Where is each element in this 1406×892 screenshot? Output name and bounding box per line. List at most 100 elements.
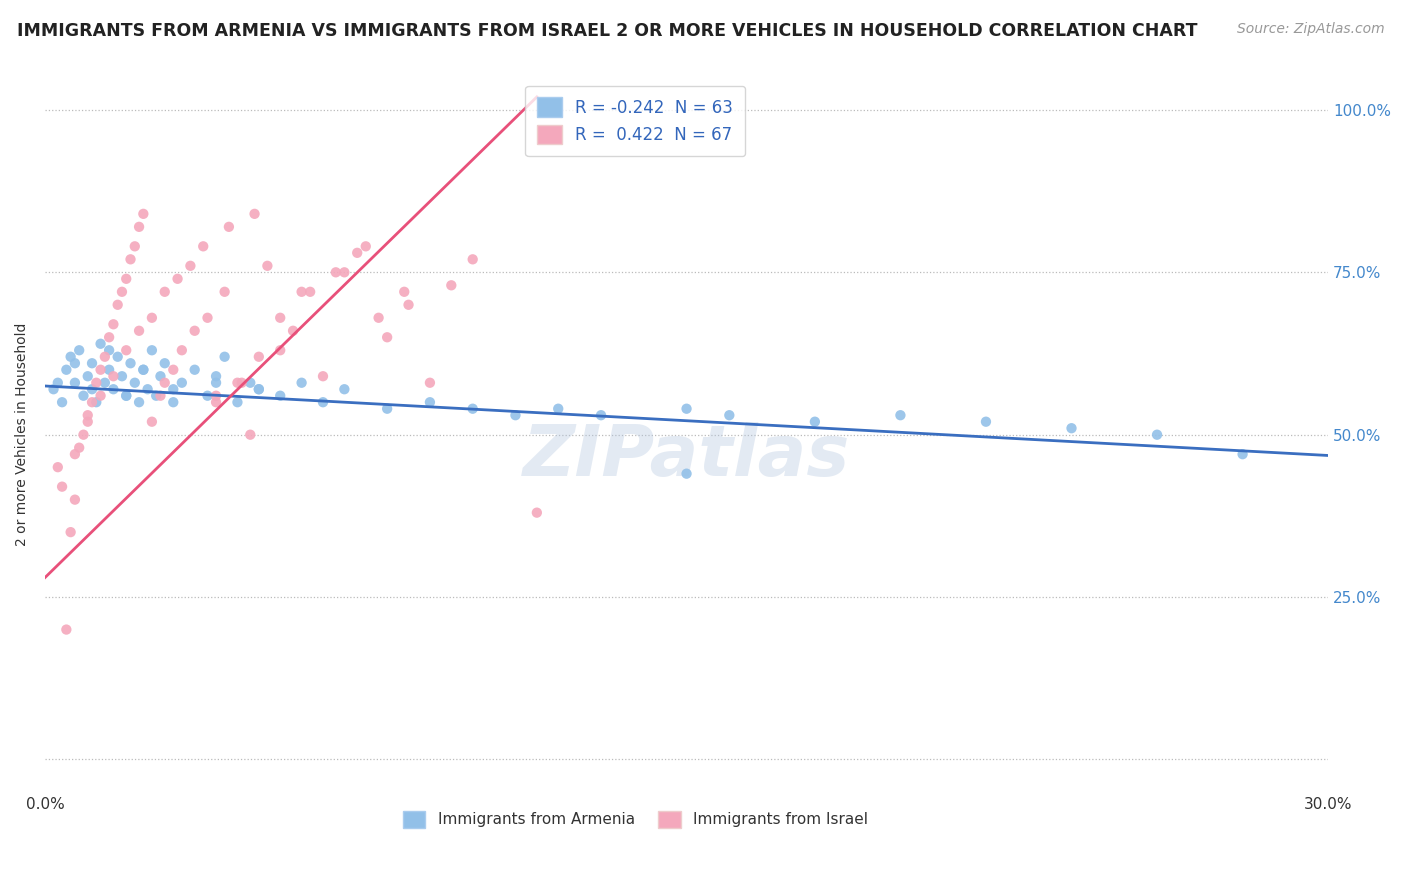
- Point: [239, 427, 262, 442]
- Point: [111, 285, 134, 299]
- Point: [72, 389, 94, 403]
- Point: [197, 310, 219, 325]
- Point: [103, 382, 125, 396]
- Point: [120, 356, 142, 370]
- Point: [162, 382, 184, 396]
- Point: [153, 285, 176, 299]
- Point: [128, 324, 150, 338]
- Point: [398, 298, 420, 312]
- Point: [226, 395, 249, 409]
- Point: [346, 245, 368, 260]
- Point: [111, 369, 134, 384]
- Point: [312, 395, 335, 409]
- Point: [205, 389, 228, 403]
- Point: [394, 285, 416, 299]
- Point: [247, 382, 270, 396]
- Point: [162, 395, 184, 409]
- Point: [90, 336, 112, 351]
- Point: [461, 252, 484, 267]
- Point: [675, 467, 697, 481]
- Point: [46, 376, 69, 390]
- Point: [132, 363, 155, 377]
- Point: [193, 239, 215, 253]
- Point: [243, 207, 266, 221]
- Point: [63, 492, 86, 507]
- Point: [149, 369, 172, 384]
- Point: [247, 350, 270, 364]
- Point: [974, 415, 997, 429]
- Point: [226, 376, 249, 390]
- Point: [269, 389, 291, 403]
- Point: [675, 401, 697, 416]
- Point: [76, 369, 98, 384]
- Point: [239, 376, 262, 390]
- Point: [170, 376, 193, 390]
- Point: [354, 239, 377, 253]
- Point: [94, 376, 117, 390]
- Point: [115, 389, 138, 403]
- Point: [141, 310, 163, 325]
- Point: [59, 350, 82, 364]
- Point: [205, 395, 228, 409]
- Point: [183, 324, 205, 338]
- Point: [1146, 427, 1168, 442]
- Point: [128, 219, 150, 234]
- Point: [59, 525, 82, 540]
- Point: [55, 363, 77, 377]
- Point: [461, 401, 484, 416]
- Point: [367, 310, 389, 325]
- Point: [526, 506, 548, 520]
- Point: [98, 363, 121, 377]
- Point: [120, 252, 142, 267]
- Point: [46, 460, 69, 475]
- Text: ZIPatlas: ZIPatlas: [523, 422, 851, 491]
- Point: [214, 285, 236, 299]
- Point: [1060, 421, 1083, 435]
- Point: [76, 408, 98, 422]
- Point: [98, 330, 121, 344]
- Point: [145, 389, 167, 403]
- Point: [107, 350, 129, 364]
- Point: [128, 395, 150, 409]
- Point: [197, 389, 219, 403]
- Point: [375, 401, 398, 416]
- Point: [63, 447, 86, 461]
- Point: [149, 389, 172, 403]
- Point: [84, 376, 107, 390]
- Point: [333, 382, 356, 396]
- Point: [124, 376, 146, 390]
- Point: [440, 278, 463, 293]
- Point: [256, 259, 278, 273]
- Legend: Immigrants from Armenia, Immigrants from Israel: Immigrants from Armenia, Immigrants from…: [396, 805, 875, 834]
- Point: [80, 382, 103, 396]
- Point: [132, 207, 155, 221]
- Point: [115, 389, 138, 403]
- Point: [333, 265, 356, 279]
- Point: [103, 369, 125, 384]
- Point: [141, 343, 163, 358]
- Point: [205, 369, 228, 384]
- Point: [312, 369, 335, 384]
- Point: [804, 415, 827, 429]
- Point: [291, 376, 314, 390]
- Point: [124, 239, 146, 253]
- Point: [419, 376, 441, 390]
- Point: [179, 259, 201, 273]
- Point: [231, 376, 253, 390]
- Y-axis label: 2 or more Vehicles in Household: 2 or more Vehicles in Household: [15, 323, 30, 547]
- Point: [51, 480, 73, 494]
- Point: [505, 408, 527, 422]
- Point: [98, 343, 121, 358]
- Point: [55, 623, 77, 637]
- Point: [132, 363, 155, 377]
- Point: [281, 324, 304, 338]
- Point: [375, 330, 398, 344]
- Point: [205, 376, 228, 390]
- Point: [269, 343, 291, 358]
- Point: [51, 395, 73, 409]
- Text: IMMIGRANTS FROM ARMENIA VS IMMIGRANTS FROM ISRAEL 2 OR MORE VEHICLES IN HOUSEHOL: IMMIGRANTS FROM ARMENIA VS IMMIGRANTS FR…: [17, 22, 1198, 40]
- Point: [1232, 447, 1254, 461]
- Point: [63, 376, 86, 390]
- Point: [90, 363, 112, 377]
- Point: [42, 382, 65, 396]
